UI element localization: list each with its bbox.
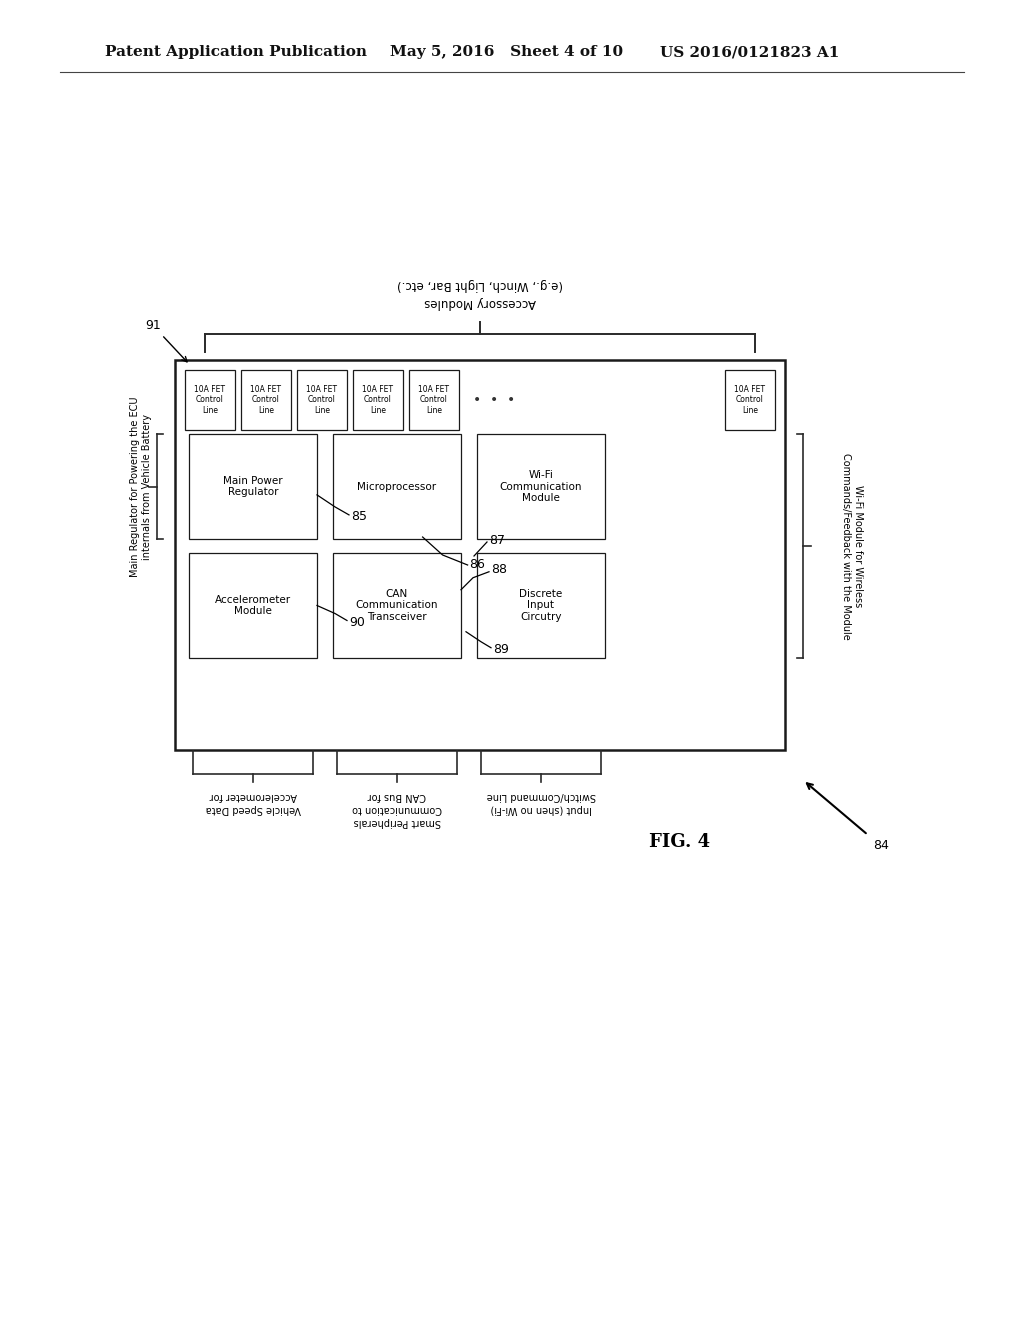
Text: Patent Application Publication: Patent Application Publication [105,45,367,59]
FancyBboxPatch shape [185,370,234,430]
Text: Wi-Fi
Communication
Module: Wi-Fi Communication Module [500,470,583,503]
Text: 10A FET
Control
Line: 10A FET Control Line [251,385,282,414]
Text: 10A FET
Control
Line: 10A FET Control Line [306,385,338,414]
Text: Microprocessor: Microprocessor [357,482,436,491]
FancyBboxPatch shape [241,370,291,430]
FancyBboxPatch shape [477,553,605,657]
Text: 85: 85 [351,511,367,524]
Text: 10A FET
Control
Line: 10A FET Control Line [734,385,766,414]
Text: (e.g., Winch, Light Bar, etc.): (e.g., Winch, Light Bar, etc.) [397,277,563,290]
Text: May 5, 2016   Sheet 4 of 10: May 5, 2016 Sheet 4 of 10 [390,45,624,59]
Text: CAN Bus for: CAN Bus for [368,791,426,801]
Text: 10A FET
Control
Line: 10A FET Control Line [362,385,393,414]
Text: Discrete
Input
Circutry: Discrete Input Circutry [519,589,562,622]
Text: Accessory Modules: Accessory Modules [424,296,536,309]
Text: •  •  •: • • • [473,393,515,407]
Text: US 2016/0121823 A1: US 2016/0121823 A1 [660,45,840,59]
FancyBboxPatch shape [175,360,785,750]
FancyBboxPatch shape [353,370,403,430]
Text: 86: 86 [470,558,485,572]
Text: 90: 90 [349,616,365,630]
FancyBboxPatch shape [189,553,317,657]
Text: Switch/Command Line: Switch/Command Line [486,791,596,801]
Text: 10A FET
Control
Line: 10A FET Control Line [195,385,225,414]
Text: 87: 87 [489,535,505,548]
Text: 91: 91 [145,319,187,362]
FancyBboxPatch shape [333,434,461,539]
FancyBboxPatch shape [725,370,775,430]
Text: 89: 89 [493,643,509,656]
Text: Vehicle Speed Data: Vehicle Speed Data [206,804,301,814]
Text: Main Power
Regulator: Main Power Regulator [223,475,283,498]
Text: 88: 88 [490,564,507,577]
Text: CAN
Communication
Transceiver: CAN Communication Transceiver [355,589,438,622]
FancyBboxPatch shape [477,434,605,539]
Text: Accelerometer
Module: Accelerometer Module [215,595,291,616]
Text: Accelerometer for: Accelerometer for [209,791,297,801]
Text: 84: 84 [873,840,889,851]
Text: 10A FET
Control
Line: 10A FET Control Line [419,385,450,414]
Text: Main Regulator for Powering the ECU
internals from Vehicle Battery: Main Regulator for Powering the ECU inte… [130,396,152,577]
Text: Wi-Fi Module for Wireless
Commands/Feedback with the Module: Wi-Fi Module for Wireless Commands/Feedb… [841,453,863,639]
FancyBboxPatch shape [189,434,317,539]
Text: FIG. 4: FIG. 4 [649,833,711,851]
Text: Communication to: Communication to [352,804,442,814]
FancyBboxPatch shape [297,370,347,430]
FancyBboxPatch shape [333,553,461,657]
FancyBboxPatch shape [409,370,459,430]
Text: Input (shen no Wi-Fi): Input (shen no Wi-Fi) [490,804,592,814]
Text: Smart Peripherals: Smart Peripherals [353,817,440,828]
